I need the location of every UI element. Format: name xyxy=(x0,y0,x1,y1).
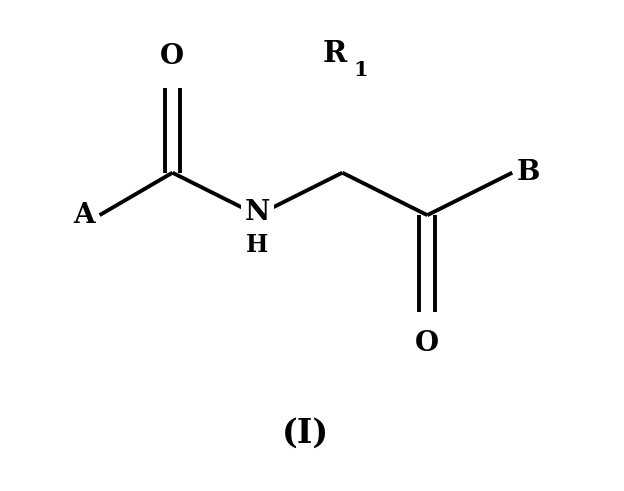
Text: B: B xyxy=(517,159,540,186)
Text: H: H xyxy=(246,234,268,257)
Text: A: A xyxy=(73,202,95,229)
Text: 1: 1 xyxy=(353,60,368,81)
Text: O: O xyxy=(415,330,439,357)
Text: O: O xyxy=(160,43,185,70)
Text: R: R xyxy=(323,39,347,68)
Text: (I): (I) xyxy=(283,417,329,450)
Text: N: N xyxy=(245,199,270,226)
